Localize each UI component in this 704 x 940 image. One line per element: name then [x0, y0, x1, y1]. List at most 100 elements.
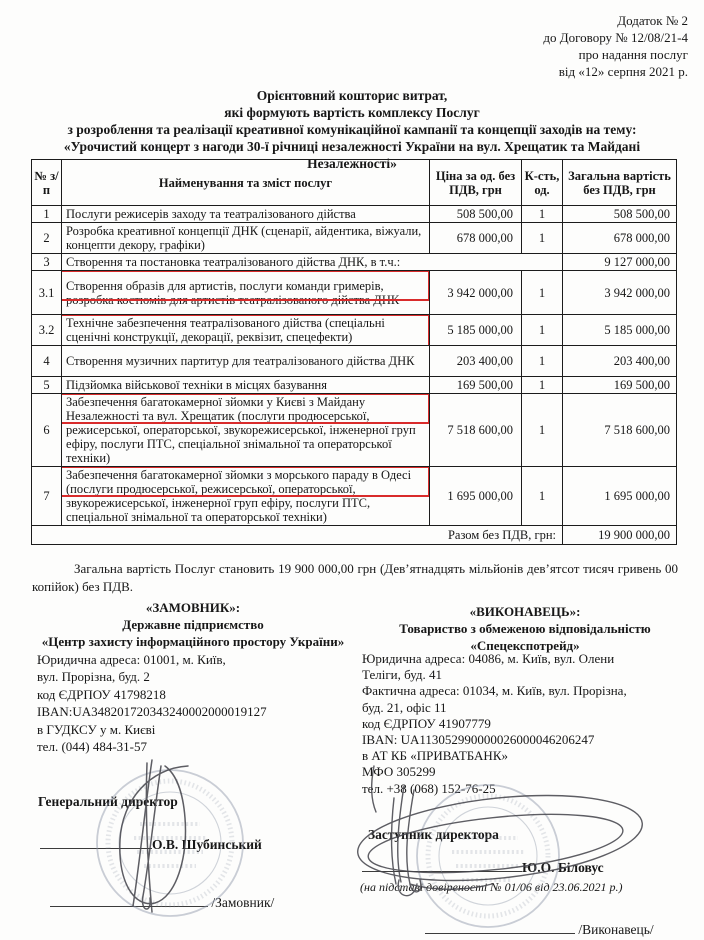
cell-price: 508 500,00	[429, 205, 522, 223]
contractor-address-line: Теліги, буд. 41	[362, 667, 443, 683]
document-title-line: які формують вартість комплексу Послуг	[224, 105, 480, 120]
cell-name: Створення образів для артистів, послуги …	[61, 270, 430, 315]
customer-address-line: Юридична адреса: 01001, м. Київ,	[37, 652, 226, 667]
cell-num: 5	[31, 376, 62, 394]
cell-price: 5 185 000,00	[429, 314, 522, 346]
doc-ref-line: до Договору № 12/08/21-4	[543, 30, 688, 45]
customer-address-block: Юридична адреса: 01001, м. Київ, вул. Пр…	[37, 651, 342, 755]
document-title-line: з розроблення та реалізації креативної к…	[67, 122, 637, 137]
cell-name-text: Технічне забезпечення театралізованого д…	[66, 316, 385, 344]
cell-name-text: Створення образів для артистів, послуги …	[66, 278, 400, 307]
table-row: 2 Розробка креативної концепції ДНК (сце…	[31, 222, 677, 254]
cell-qty: 1	[521, 345, 563, 377]
cell-total: 9 127 000,00	[562, 253, 677, 271]
contractor-org-name-1: Товариство з обмеженою відповідальністю	[399, 621, 651, 636]
cell-num: 3.2	[31, 314, 62, 346]
contractor-stamp	[416, 784, 560, 928]
cell-num: 4	[31, 345, 62, 377]
contractor-address-line: в АТ КБ «ПРИВАТБАНК»	[362, 748, 508, 764]
contractor-heading-block: «ВИКОНАВЕЦЬ»: Товариство з обмеженою від…	[358, 603, 692, 654]
customer-org-name-2: «Центр захисту інформаційного простору У…	[41, 634, 345, 649]
customer-position-title: Генеральний директор	[38, 794, 178, 809]
contractor-sign-row: /Виконавець/	[425, 920, 654, 938]
customer-sign-label: /Замовник/	[211, 895, 275, 910]
cell-price: 1 695 000,00	[429, 466, 522, 526]
table-row: 3 Створення та постановка театралізовано…	[31, 253, 677, 271]
signature-line	[40, 835, 152, 849]
cell-num: 3	[31, 253, 62, 271]
cell-price: 7 518 600,00	[429, 393, 522, 467]
contractor-address-line: МФО 305299	[362, 764, 436, 780]
cell-name: Забезпечення багатокамерної зйомки у Киє…	[61, 393, 430, 467]
table-row: 3.2 Технічне забезпечення театралізовано…	[31, 314, 677, 346]
cell-total: 169 500,00	[562, 376, 677, 394]
contractor-address-line: Фактична адреса: 01034, м. Київ, вул. Пр…	[362, 683, 627, 699]
table-row: 7 Забезпечення багатокамерної зйомки з м…	[31, 466, 677, 526]
contractor-signer-row: Ю.О. Біловус	[362, 858, 604, 876]
cell-price: 169 500,00	[429, 376, 522, 394]
cell-qty: 1	[521, 205, 563, 223]
customer-address-line: вул. Прорізна, буд. 2	[37, 669, 150, 685]
contractor-address-line: IBAN: UA113052990000026000046206247	[362, 732, 595, 748]
contractor-address-line: тел. +38 (068) 152-76-25	[362, 780, 496, 796]
column-header-qty: К-сть, од.	[521, 159, 563, 206]
customer-address-line: IBAN:UA348201720343240002000019127	[37, 704, 267, 720]
cell-price: 203 400,00	[429, 345, 522, 377]
total-label: Разом без ПДВ, грн:	[31, 525, 563, 545]
column-header-num: № з/п	[31, 159, 62, 206]
signature-line	[362, 858, 522, 872]
total-value: 19 900 000,00	[562, 525, 677, 545]
customer-address-line: тел. (044) 484-31-57	[37, 739, 148, 755]
cell-num: 6	[31, 393, 62, 467]
column-header-total: Загальна вартість без ПДВ, грн	[562, 159, 677, 206]
cell-name: Забезпечення багатокамерної зйомки з мор…	[61, 466, 430, 526]
cell-total: 7 518 600,00	[562, 393, 677, 467]
cell-total: 3 942 000,00	[562, 270, 677, 315]
table-row: 3.1 Створення образів для артистів, посл…	[31, 270, 677, 315]
column-header-price: Ціна за од. без ПДВ, грн	[429, 159, 522, 206]
customer-address-line: код ЄДРПОУ 41798218	[37, 686, 166, 702]
table-row: 1 Послуги режисерів заходу та театралізо…	[31, 205, 677, 223]
customer-sign-row: /Замовник/	[50, 893, 274, 911]
column-header-name: Найменування та зміст послуг	[61, 159, 430, 206]
cell-name: Створення музичних партитур для театралі…	[61, 345, 430, 377]
table-header-row: № з/п Найменування та зміст послуг Ціна …	[31, 159, 677, 206]
cell-total: 508 500,00	[562, 205, 677, 223]
customer-address-line: в ГУДКСУ у м. Києві	[37, 721, 156, 737]
customer-role-heading: «ЗАМОВНИК»:	[145, 600, 241, 615]
document-title-line: «Урочистий концерт з нагоди 30-ї річниці…	[63, 139, 641, 154]
summary-paragraph: Загальна вартість Послуг становить 19 90…	[32, 561, 678, 594]
cell-total: 203 400,00	[562, 345, 677, 377]
contractor-authority-note: (на підставі довіреності № 01/06 від 23.…	[360, 880, 623, 894]
doc-ref-line: про надання послуг	[578, 47, 688, 62]
cell-price: 3 942 000,00	[429, 270, 522, 315]
cell-total: 5 185 000,00	[562, 314, 677, 346]
contractor-address-line: Юридична адреса: 04086, м. Київ, вул. Ол…	[362, 651, 615, 666]
cell-name: Розробка креативної концепції ДНК (сцена…	[61, 222, 430, 254]
signature-line	[50, 893, 208, 907]
contractor-sign-label: /Виконавець/	[578, 922, 654, 937]
contractor-address-line: код ЄДРПОУ 41907779	[362, 715, 491, 731]
cell-num: 3.1	[31, 270, 62, 315]
cell-name: Технічне забезпечення театралізованого д…	[61, 314, 430, 346]
cell-qty: 1	[521, 270, 563, 315]
cell-qty: 1	[521, 314, 563, 346]
contractor-role-heading: «ВИКОНАВЕЦЬ»:	[469, 604, 581, 619]
cell-num: 1	[31, 205, 62, 223]
table-row: 4 Створення музичних партитур для театра…	[31, 345, 677, 377]
cell-name-text: Забезпечення багатокамерної зйомки з мор…	[66, 468, 412, 524]
cell-qty: 1	[521, 376, 563, 394]
document-title-line: Орієнтовний кошторис витрат,	[256, 88, 448, 103]
doc-ref-line: від «12» серпня 2021 р.	[558, 64, 688, 79]
document-title: Орієнтовний кошторис витрат, які формуют…	[27, 87, 677, 172]
cell-total: 1 695 000,00	[562, 466, 677, 526]
cell-qty: 1	[521, 466, 563, 526]
contractor-address-line: буд. 21, офіс 11	[362, 699, 447, 715]
cell-name: Підзйомка військової техніки в місцях ба…	[61, 376, 430, 394]
contractor-address-block: Юридична адреса: 04086, м. Київ, вул. Ол…	[362, 651, 696, 797]
customer-signer-row: О.В. Шубинський	[40, 835, 262, 853]
cell-num: 7	[31, 466, 62, 526]
signature-line	[425, 920, 575, 934]
cell-name: Створення та постановка театралізованого…	[61, 253, 563, 271]
